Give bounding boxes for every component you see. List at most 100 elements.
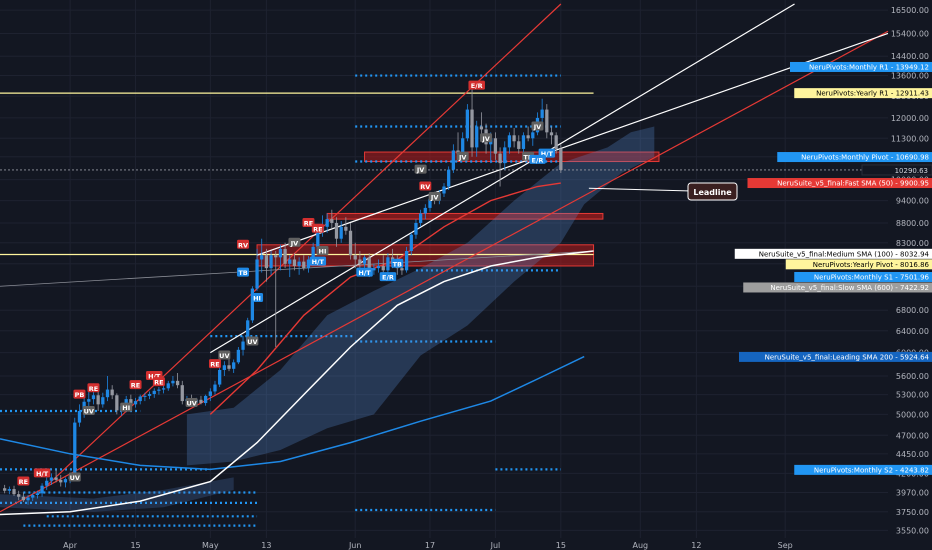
signal-badge — [316, 246, 329, 256]
signal-badges: REH/TUVREPBUVREHIH/TREUVREUVUVRVTBHIRERE… — [17, 80, 556, 486]
level-badge — [739, 351, 932, 362]
signal-badge-text: E/R — [532, 156, 544, 164]
price-tick-label: 5300.00 — [896, 391, 929, 400]
signal-badge — [428, 192, 441, 202]
signal-badge-text: HI — [253, 295, 261, 303]
signal-badge — [302, 217, 315, 227]
level-badge-text: NeruSuite_v5_final:Slow SMA (600) - 7422… — [770, 284, 929, 292]
candle-body — [227, 365, 231, 369]
level-badge-text: NeruPivots:Monthly Pivot - 10690.98 — [801, 154, 929, 162]
candle-body — [260, 255, 264, 260]
candle-body — [418, 213, 423, 223]
annotations: Leadline — [588, 182, 738, 201]
signal-badge — [356, 267, 373, 277]
candle-body — [59, 479, 63, 483]
candle-body — [531, 132, 535, 139]
price-tick-label: 3970.00 — [896, 488, 929, 497]
signal-badge-text: JV — [533, 123, 541, 131]
candle-body — [512, 135, 516, 142]
signal-badge-text: RE — [154, 379, 163, 387]
candle-body — [358, 259, 362, 264]
level-badge-text: NeruPivots:Monthly R1 - 13949.12 — [809, 64, 929, 72]
candle-body — [147, 393, 152, 396]
candle-body — [442, 186, 446, 194]
trendline-white-2 — [210, 3, 795, 354]
candle-body — [157, 389, 161, 391]
signal-badge-text: H/T — [148, 372, 161, 380]
candle-body — [334, 222, 339, 239]
time-tick-label: Aug — [632, 541, 648, 550]
candle-body — [447, 169, 451, 187]
candle-body — [302, 261, 306, 269]
price-tick-label: 5000.00 — [896, 410, 929, 419]
candle-body — [475, 126, 479, 148]
candle-body — [549, 132, 554, 136]
candle-body — [386, 257, 390, 271]
signal-badge — [391, 258, 404, 268]
signal-badge — [152, 377, 165, 387]
candle-body — [161, 388, 166, 390]
time-tick-label: Jul — [490, 541, 501, 550]
candle-body — [325, 219, 329, 227]
price-tick-label: 6400.00 — [896, 327, 929, 336]
level-badge-text: NeruSuite_v5_final:Fast SMA (50) - 9900.… — [777, 180, 929, 188]
candle-body — [344, 226, 348, 231]
candle-body — [73, 422, 77, 477]
time-tick-label: May — [202, 541, 219, 550]
signal-badge-text: JV — [481, 135, 489, 143]
candle-body — [292, 259, 297, 266]
level-badge-text: NeruPivots:Monthly S2 - 4243.82 — [814, 466, 929, 474]
signal-badge-text: TB — [523, 153, 532, 161]
price-tick-label: 5600.00 — [896, 372, 929, 381]
signal-badge — [87, 383, 100, 393]
candle-body — [278, 248, 283, 258]
candle-body — [208, 391, 212, 396]
signal-badge — [379, 272, 397, 282]
candle-body — [545, 109, 549, 133]
leadline-label: Leadline — [693, 188, 732, 197]
signal-badge-text: TB — [393, 260, 402, 268]
signal-badge-text: PB — [75, 391, 85, 399]
signal-badge — [246, 336, 259, 346]
cloud-area-early — [0, 477, 234, 512]
candle-body — [423, 207, 427, 214]
signal-badge-text: JV — [416, 166, 424, 174]
candle-body — [470, 109, 474, 148]
time-axis: Apr 15 May 13 Jun 17 Jul 15 Aug 12 Sep — [63, 541, 793, 550]
signal-badge — [237, 267, 250, 277]
price-tick-label: 13600.00 — [891, 72, 929, 81]
signal-badge-text: JV — [430, 194, 438, 202]
candle-body — [241, 341, 245, 350]
level-badge-text: NeruPivots:Yearly R1 - 12911.43 — [816, 90, 929, 98]
signal-badge-text: HI — [319, 248, 327, 256]
candle-body — [175, 380, 180, 386]
signal-badge-text: UV — [84, 407, 94, 415]
candle-body — [49, 477, 54, 481]
level-badge — [794, 88, 932, 99]
signal-badge — [185, 398, 198, 408]
signal-badge — [468, 80, 485, 90]
candle-body — [404, 251, 409, 271]
price-tick-label: 9400.00 — [896, 197, 929, 206]
signal-badge-text: E/R — [382, 274, 394, 282]
candle-body — [264, 255, 269, 269]
candle-body — [465, 109, 470, 139]
candle-body — [115, 395, 119, 411]
candle-body — [559, 148, 563, 170]
price-tick-label: 8800.00 — [896, 219, 929, 228]
signal-badge — [480, 133, 493, 143]
signal-badge — [17, 476, 30, 486]
current-price-badge — [861, 164, 932, 176]
candle-body — [87, 399, 91, 402]
candle-body — [199, 399, 203, 404]
cloud-band — [0, 126, 655, 512]
candle-body — [91, 395, 96, 400]
signal-badge — [419, 181, 432, 191]
candle-body — [269, 255, 273, 269]
signal-badge-text: RV — [238, 241, 248, 249]
level-badge — [785, 259, 932, 270]
candle-body — [255, 259, 259, 289]
signal-badge — [414, 164, 427, 174]
